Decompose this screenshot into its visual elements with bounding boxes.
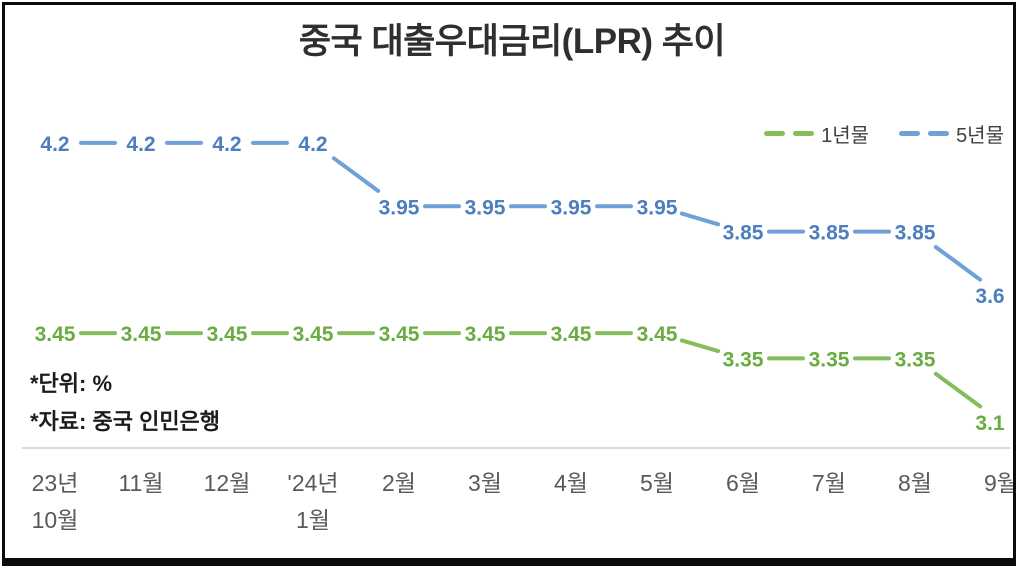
data-label-1yr: 3.45	[121, 323, 162, 346]
data-label-5yr: 4.2	[126, 133, 155, 156]
data-label-1yr: 3.45	[379, 323, 420, 346]
data-label-5yr: 4.2	[212, 133, 241, 156]
data-label-5yr: 3.85	[895, 222, 936, 245]
data-label-5yr: 3.95	[637, 196, 678, 219]
x-axis-line	[22, 447, 1010, 449]
series-segment-5yr	[933, 245, 983, 282]
legend-item-5yr: 5년물	[899, 119, 1004, 148]
x-axis-label: 8월	[898, 470, 932, 496]
legend-dash-icon	[764, 131, 815, 136]
x-axis-label: 23년 10월	[31, 470, 79, 533]
data-label-1yr: 3.45	[293, 323, 334, 346]
data-label-5yr: 3.85	[809, 222, 850, 245]
legend-label: 5년물	[956, 125, 1004, 147]
data-label-5yr: 3.95	[465, 196, 506, 219]
data-label-5yr: 3.85	[723, 222, 764, 245]
data-label-1yr: 3.1	[975, 412, 1005, 435]
x-axis-label: 6월	[726, 470, 760, 496]
source-note: *자료: 중국 인민은행	[30, 409, 221, 434]
data-label-5yr: 3.95	[379, 196, 420, 219]
series-segment-5yr	[679, 211, 721, 227]
legend-dash-icon	[899, 131, 921, 136]
data-label-1yr: 3.45	[465, 323, 506, 346]
legend-dash-icon	[899, 131, 950, 136]
x-axis-label: 5월	[640, 470, 674, 496]
chart-legend: 1년물 5년물	[764, 119, 1004, 148]
legend-dash-icon	[793, 131, 815, 136]
data-label-1yr: 3.45	[637, 323, 678, 346]
legend-dash-icon	[928, 131, 950, 136]
legend-item-1yr: 1년물	[764, 119, 869, 148]
x-axis-label: 9월	[984, 470, 1018, 496]
series-segment-1yr	[679, 338, 721, 354]
unit-note: *단위: %	[30, 371, 113, 396]
data-label-5yr: 3.6	[975, 285, 1004, 308]
x-axis-label: 11월	[118, 470, 164, 496]
x-axis-label: '24년 1월	[287, 470, 339, 533]
x-axis-label: 3월	[468, 470, 502, 496]
data-label-5yr: 4.2	[40, 133, 69, 156]
legend-dash-icon	[764, 131, 786, 136]
chart-title: 중국 대출우대금리(LPR) 추이	[298, 22, 726, 61]
data-label-1yr: 3.35	[895, 348, 936, 371]
series-segment-1yr	[933, 371, 983, 409]
data-label-1yr: 3.45	[551, 323, 592, 346]
data-label-1yr: 3.45	[35, 323, 76, 346]
data-label-1yr: 3.45	[207, 323, 248, 346]
data-label-1yr: 3.35	[809, 348, 850, 371]
data-label-5yr: 4.2	[298, 133, 327, 156]
series-segment-5yr	[331, 156, 381, 193]
x-axis-label: 4월	[554, 470, 588, 496]
data-label-1yr: 3.35	[723, 348, 764, 371]
legend-label: 1년물	[821, 125, 870, 147]
x-axis-label: 7월	[812, 470, 846, 496]
x-axis-label: 2월	[382, 470, 416, 496]
x-axis-label: 12월	[203, 470, 251, 496]
data-label-5yr: 3.95	[551, 196, 592, 219]
